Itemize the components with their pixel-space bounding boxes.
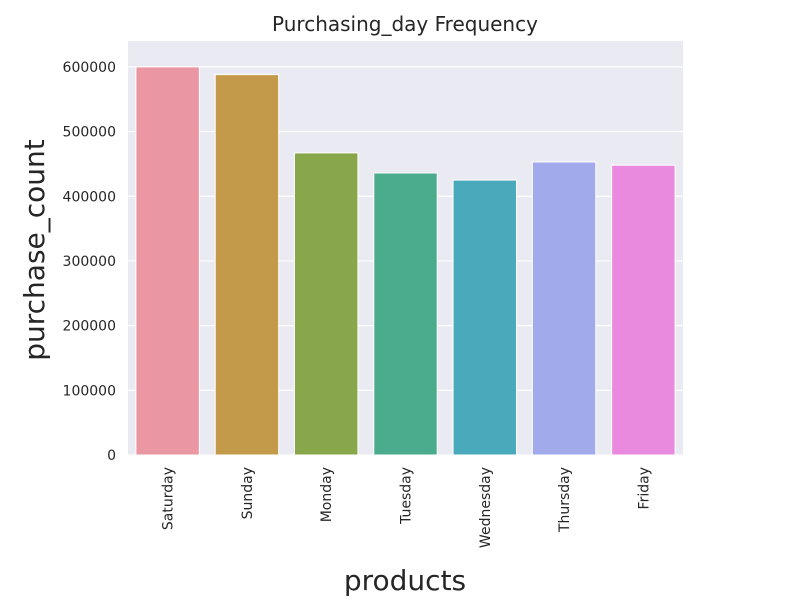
y-tick-label: 300000 <box>63 254 116 270</box>
y-tick-label: 600000 <box>63 60 116 76</box>
y-axis-label: purchase_count <box>18 139 51 361</box>
y-tick-label: 100000 <box>63 383 116 399</box>
x-tick-label-monday: Monday <box>319 467 335 522</box>
x-tick-labels: Saturday Sunday Monday Tuesday Wednesday Thur… <box>161 467 653 548</box>
y-tick-label: 500000 <box>63 125 116 141</box>
chart-title: Purchasing_day Frequency <box>272 12 538 36</box>
y-tick-label: 0 <box>107 448 116 464</box>
bar-friday <box>611 164 676 456</box>
bar-wednesday <box>452 179 518 456</box>
x-tick-label-tuesday: Tuesday <box>399 467 415 525</box>
x-axis-label: products <box>344 564 466 597</box>
bars <box>135 66 676 456</box>
y-tick-label: 400000 <box>63 189 116 205</box>
bar-monday <box>294 152 359 456</box>
bar-tuesday <box>373 172 438 456</box>
bar-sunday <box>214 74 280 456</box>
x-tick-label-sunday: Sunday <box>240 467 256 519</box>
x-tick-label-saturday: Saturday <box>161 467 177 530</box>
x-tick-label-thursday: Thursday <box>557 467 573 533</box>
y-tick-label: 200000 <box>63 319 116 335</box>
x-tick-label-friday: Friday <box>636 467 652 509</box>
bar-thursday <box>531 161 597 456</box>
y-tick-labels: 0 100000 200000 300000 400000 500000 600000 <box>63 60 116 464</box>
x-tick-label-wednesday: Wednesday <box>478 467 494 548</box>
bar-saturday <box>135 66 200 456</box>
